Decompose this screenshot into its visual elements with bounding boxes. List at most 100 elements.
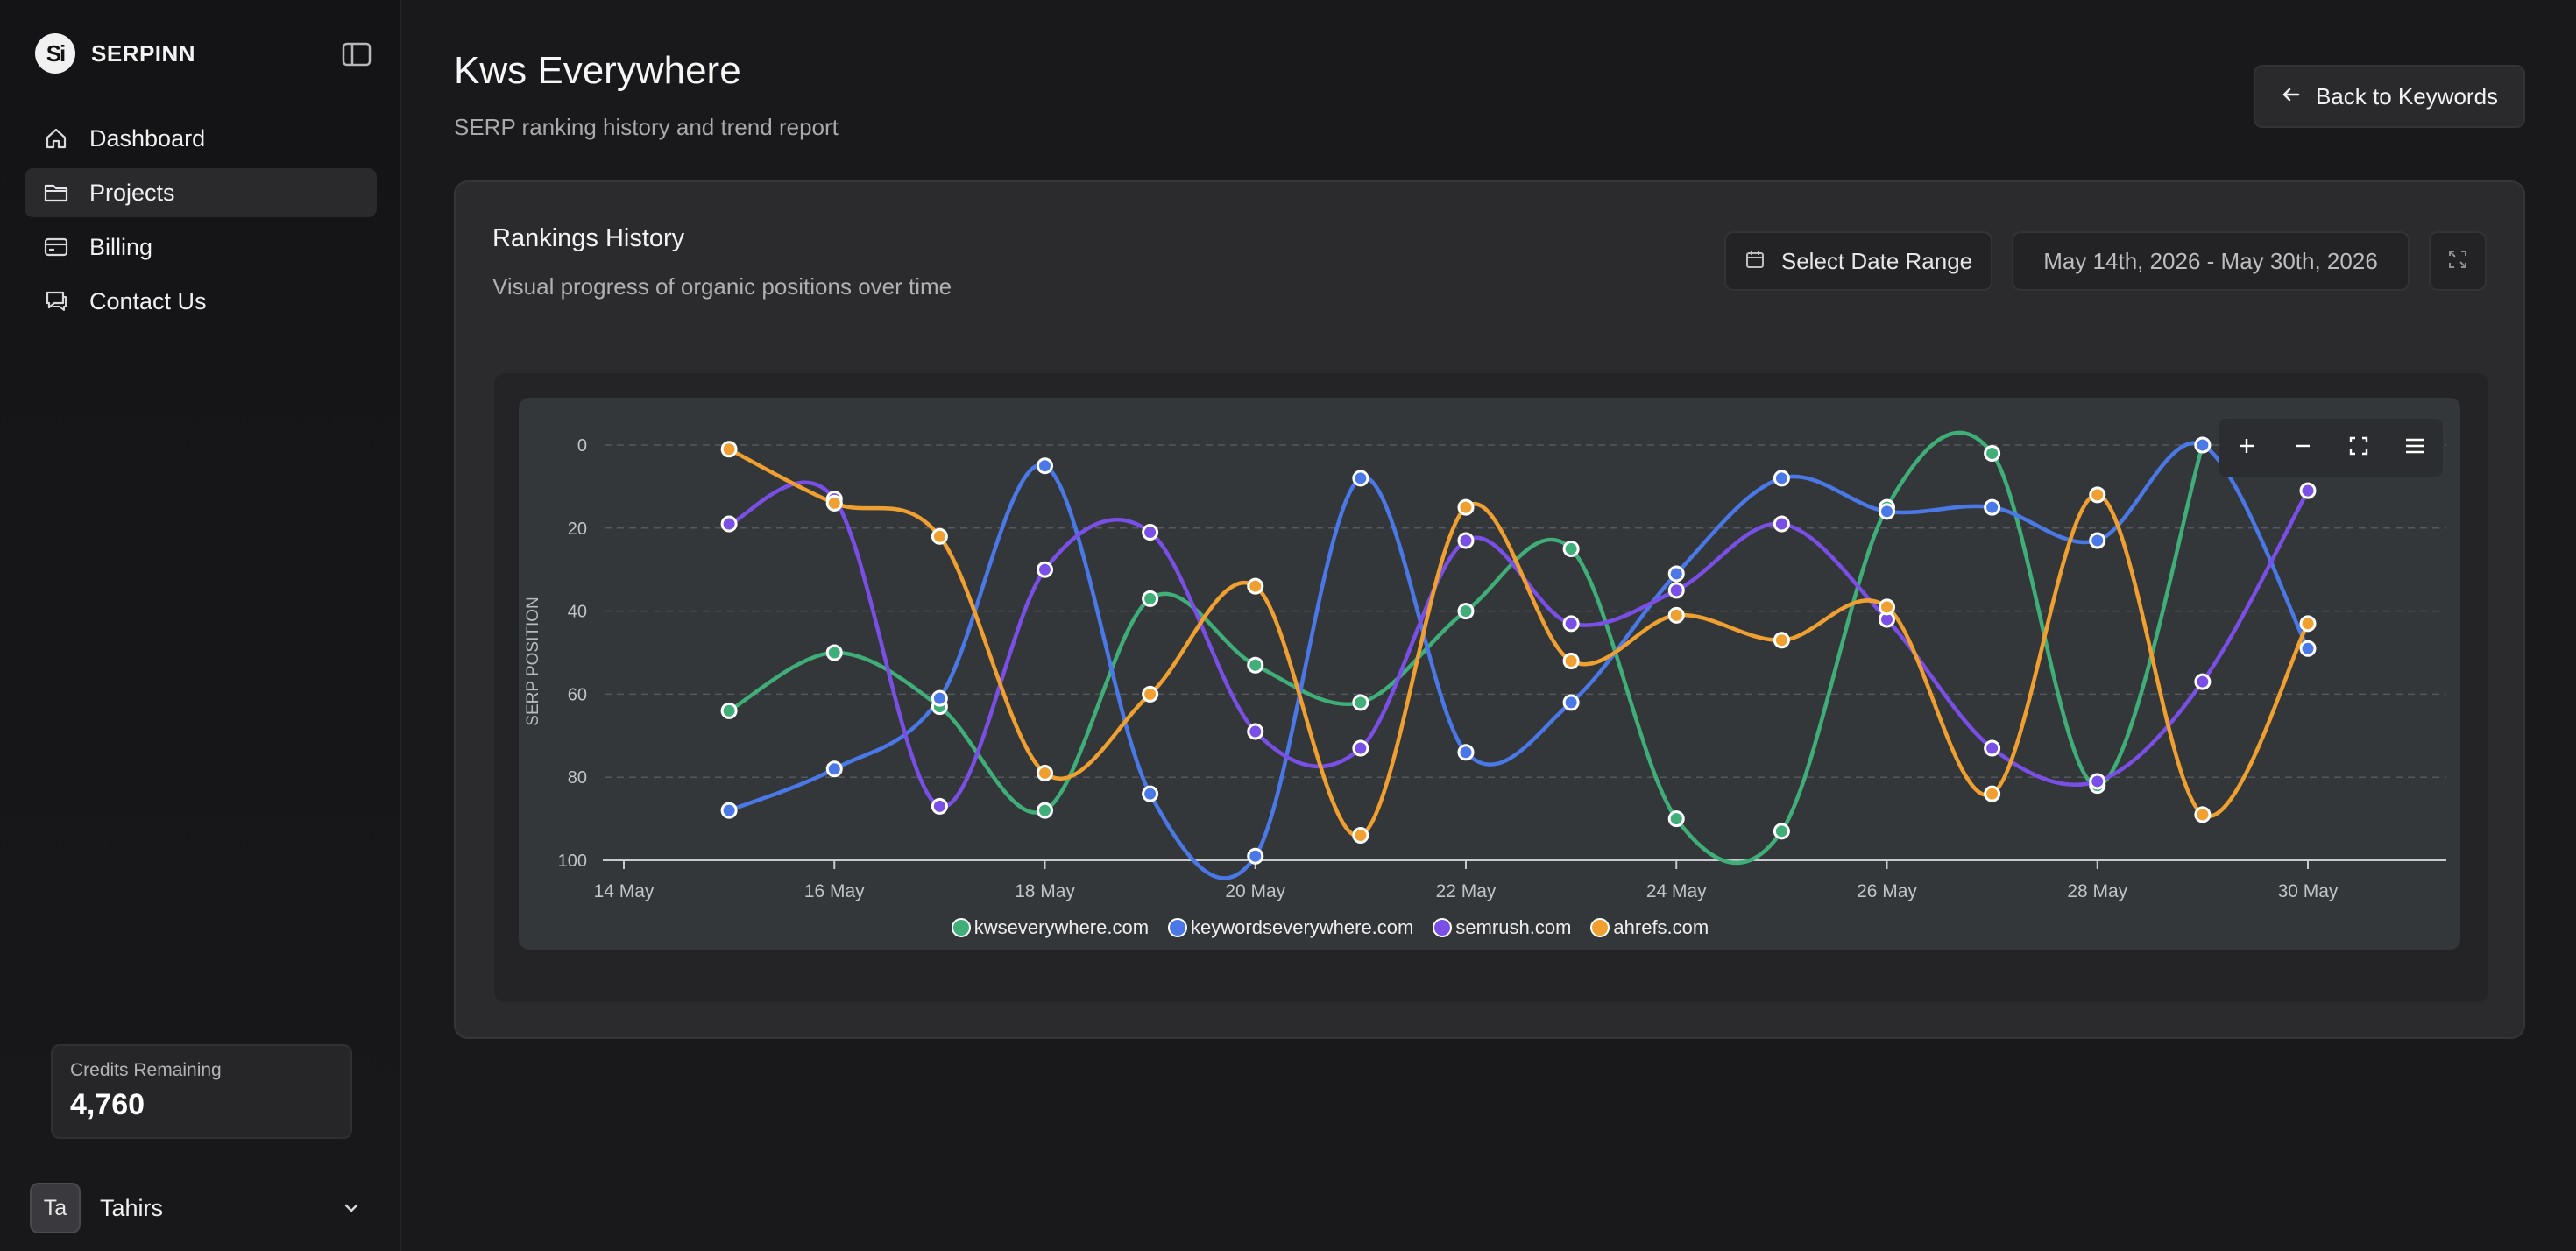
menu-icon [2404,436,2425,460]
brand-logo: Si [35,33,75,74]
sidebar-item-contact-us[interactable]: Contact Us [25,277,377,326]
data-point [2089,532,2106,549]
data-point [720,702,738,719]
avatar: Ta [30,1183,81,1233]
fullscreen-icon [2349,436,2368,460]
legend-marker [1433,918,1453,937]
back-button-label: Back to Keywords [2315,82,2499,110]
data-point [1879,503,1895,520]
data-point [1984,785,2001,802]
folder-icon [44,180,68,205]
data-point [1037,764,1053,781]
data-point [2299,640,2317,657]
data-point [1457,744,1475,761]
y-tick-label: 60 [568,685,587,704]
data-point [825,494,843,512]
legend-label: kwseverywhere.com [973,916,1150,938]
series-line-0 [726,430,2205,866]
series-line-3 [726,447,2311,838]
data-point [825,644,843,661]
date-range-value: May 14th, 2026 - May 30th, 2026 [2043,247,2378,274]
legend-label: semrush.com [1455,916,1572,938]
data-point [1457,603,1475,620]
y-tick-label: 20 [568,519,587,539]
brand-name: SERPINN [91,39,196,67]
chart-toolbar [2219,419,2443,477]
data-point [2299,615,2317,633]
select-date-range-button[interactable]: Select Date Range [1724,231,1992,291]
legend-item-kwseverywhere[interactable]: kwseverywhere.com [951,916,1150,939]
page-title: Kws Everywhere [454,49,741,92]
plus-icon [2237,436,2256,460]
data-point [1247,847,1264,865]
data-point [2089,486,2106,504]
fullscreen-button[interactable] [2429,231,2487,291]
expand-icon [2447,249,2468,274]
sidebar-item-label: Billing [89,233,153,260]
legend-item-ahrefs[interactable]: ahrefs.com [1590,916,1709,939]
data-point [1562,615,1580,633]
data-point [720,515,738,533]
data-point [720,441,738,458]
data-point [1984,498,2001,516]
x-tick-label: 30 May [2278,881,2339,901]
data-point [825,760,843,778]
data-point [931,689,948,707]
data-point [1352,827,1369,845]
legend-item-semrush[interactable]: semrush.com [1433,916,1571,939]
x-tick-label: 20 May [1225,881,1285,901]
data-point [2299,482,2317,499]
data-point [1037,561,1053,578]
sidebar-nav: Dashboard Projects Billing Contact Us [25,114,377,331]
legend-marker [1168,918,1188,937]
x-tick-label: 16 May [804,881,865,901]
sidebar-item-billing[interactable]: Billing [25,223,377,272]
data-point [1352,470,1369,487]
back-to-keywords-button[interactable]: Back to Keywords [2254,65,2525,128]
legend-label: ahrefs.com [1613,916,1709,938]
data-point [1037,457,1053,475]
legend-marker [951,918,971,937]
data-point [2194,673,2212,690]
data-point [1457,532,1475,549]
data-point [1247,723,1264,740]
data-point [931,797,948,815]
zoom-out-button[interactable] [2282,428,2323,468]
credits-card: Credits Remaining 4,760 [51,1044,352,1139]
card-subtitle: Visual progress of organic positions ove… [492,273,952,300]
sidebar-item-dashboard[interactable]: Dashboard [25,114,377,163]
data-point [1142,590,1159,607]
data-point [931,527,948,545]
data-point [1667,565,1685,583]
data-point [2194,436,2212,454]
series-line-1 [726,441,2311,880]
legend-item-keywordseverywhere[interactable]: keywordseverywhere.com [1168,916,1413,939]
sidebar-toggle-icon[interactable] [342,42,372,67]
legend-marker [1590,918,1610,937]
home-icon [44,126,68,151]
data-point [1879,598,1895,616]
chart-menu-button[interactable] [2395,428,2435,468]
series-line-2 [726,480,2311,809]
x-tick-label: 14 May [594,881,655,901]
y-axis-label: SERP POSITION [524,597,542,725]
user-name: Tahirs [100,1194,164,1221]
user-menu[interactable]: Ta Tahirs [30,1183,363,1233]
sidebar-item-label: Dashboard [89,124,206,152]
data-point [1352,739,1369,757]
data-point [1773,515,1790,533]
select-date-range-label: Select Date Range [1780,247,1973,274]
x-tick-label: 26 May [1857,881,1917,901]
date-range-field[interactable]: May 14th, 2026 - May 30th, 2026 [2012,231,2410,291]
y-tick-label: 0 [577,436,587,456]
y-tick-label: 100 [558,852,587,871]
sidebar: Si SERPINN Dashboard Projects Billing [0,0,401,1251]
zoom-in-button[interactable] [2226,428,2267,468]
data-point [1562,541,1580,557]
data-point [2089,773,2106,790]
sidebar-item-projects[interactable]: Projects [25,168,377,217]
data-point [1457,498,1475,516]
chart-fullscreen-button[interactable] [2339,428,2379,468]
minus-icon [2293,436,2312,460]
brand[interactable]: Si SERPINN [35,33,195,74]
